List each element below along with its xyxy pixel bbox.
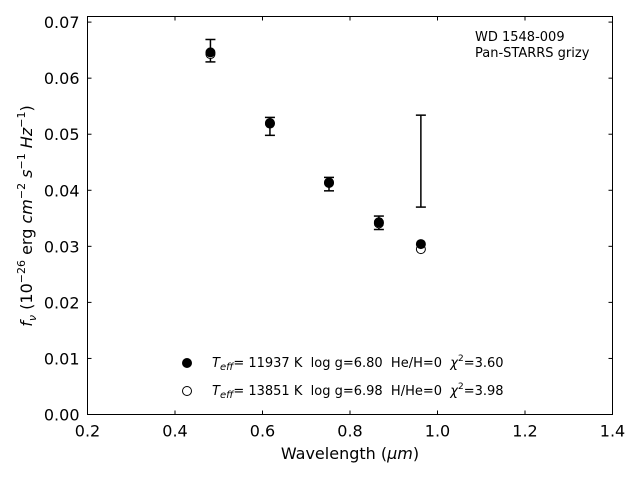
y-tick-label: 0.03: [44, 237, 80, 256]
y-tick-label: 0.07: [44, 13, 80, 32]
plot-frame: [87, 16, 613, 415]
legend-label-1: Teff= 11937 K log g=6.80 He/H=0 χ2=3.60: [212, 354, 504, 373]
y-tick-label: 0.01: [44, 349, 80, 368]
annotation-line-1: WD 1548-009: [475, 30, 565, 45]
y-tick-label: 0.05: [44, 125, 80, 144]
model-point-filled: [205, 47, 216, 58]
legend: Teff= 11937 K log g=6.80 He/H=0 χ2=3.60 …: [182, 354, 504, 401]
x-tick-label: 0.6: [250, 422, 275, 441]
axis-ticks: 0.2 0.4 0.6 0.8 1.0 1.2 1.4 0.00 0.01 0.02 0.03 0.0…: [44, 13, 625, 440]
legend-label-2: Teff= 13851 K log g=6.98 H/He=0 χ2=3.98: [212, 382, 504, 401]
y-tick-label: 0.04: [44, 181, 80, 200]
y-tick-label: 0.06: [44, 69, 80, 88]
model-point-filled: [373, 217, 384, 228]
annotation: WD 1548-009 Pan-STARRS grizy: [475, 30, 590, 61]
x-tick-label: 1.4: [600, 422, 625, 441]
legend-marker-open: [182, 386, 192, 396]
x-axis-label: Wavelength (μm): [281, 444, 419, 463]
model-point-filled: [264, 118, 275, 129]
model-point-filled: [415, 239, 426, 250]
error-bars: [205, 38, 426, 231]
y-tick-label: 0.00: [44, 406, 80, 425]
data-points: [205, 47, 426, 255]
legend-marker-filled: [182, 358, 192, 368]
x-tick-label: 0.2: [75, 422, 100, 441]
y-tick-label: 0.02: [44, 293, 80, 312]
y-axis-label: fν (10−26 erg cm−2 s−1 Hz−1): [15, 105, 39, 326]
x-tick-label: 1.2: [512, 422, 537, 441]
x-tick-label: 1.0: [425, 422, 450, 441]
x-tick-label: 0.4: [162, 422, 187, 441]
x-tick-label: 0.8: [337, 422, 362, 441]
annotation-line-2: Pan-STARRS grizy: [475, 46, 590, 61]
model-point-filled: [324, 177, 334, 188]
